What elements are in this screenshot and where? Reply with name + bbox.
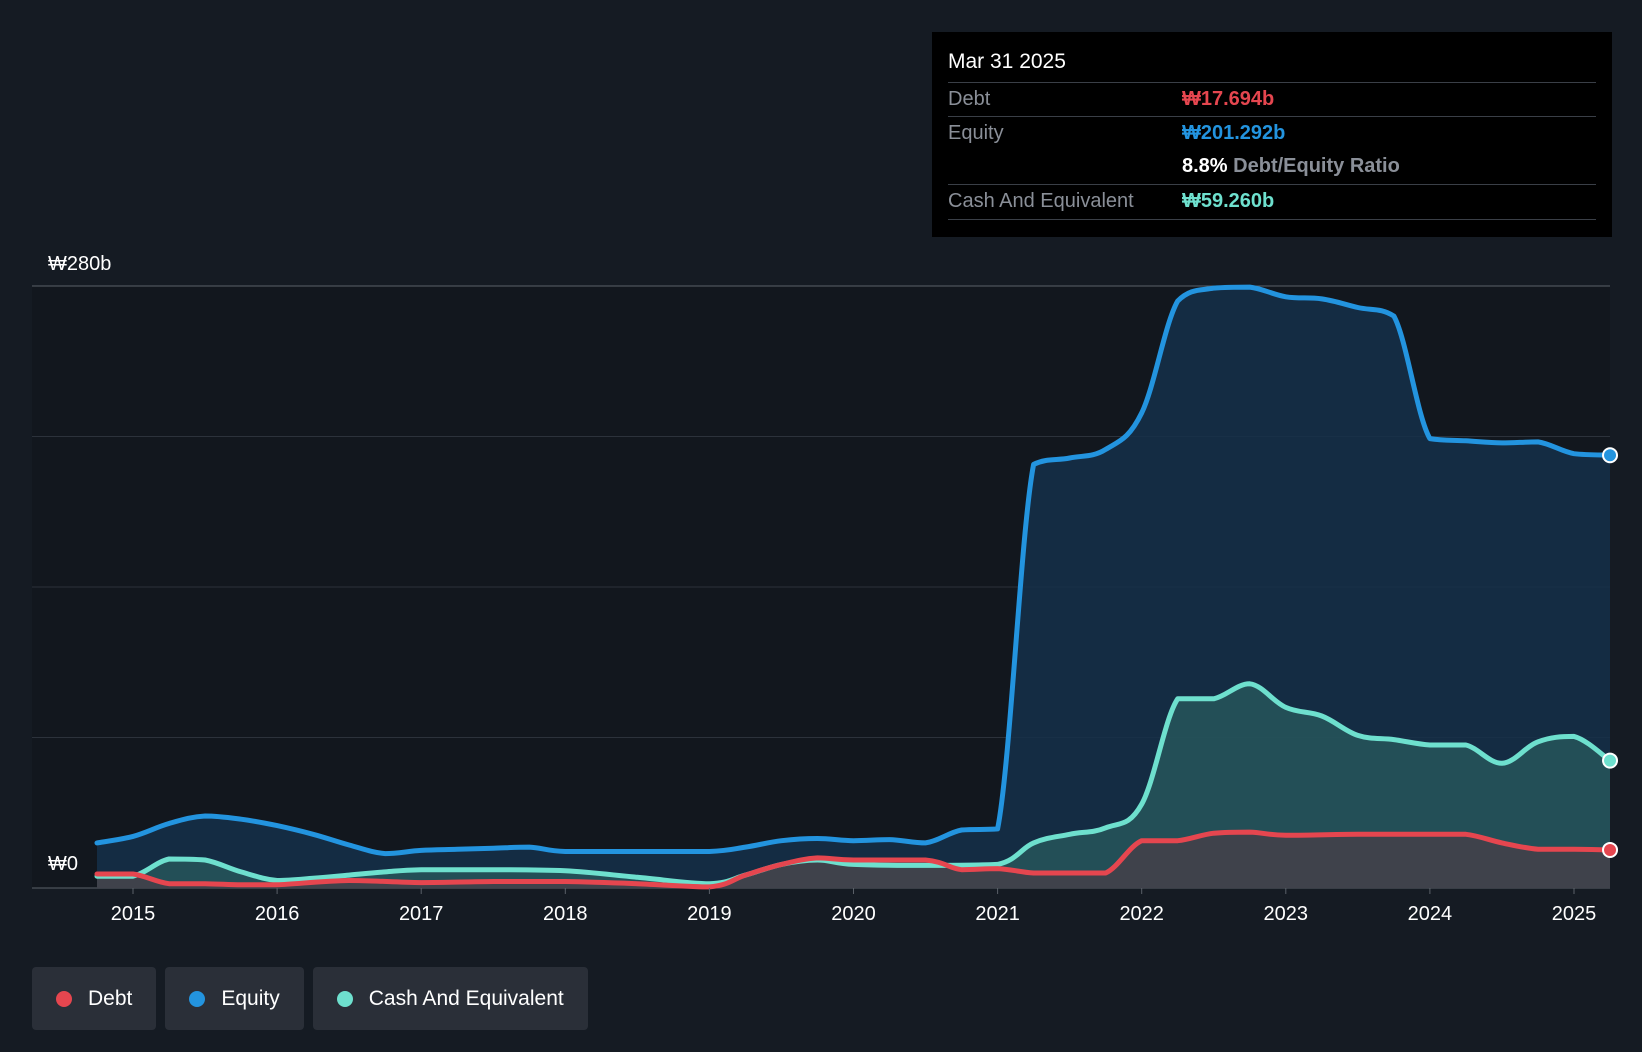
legend-label-equity: Equity <box>221 986 280 1010</box>
x-axis-ticks: 2015 2016 2017 2018 2019 2020 2021 2022 2023 2024… <box>111 888 1597 925</box>
equity-dot-icon <box>189 990 206 1007</box>
tooltip-cash-value: ₩59.260b <box>1182 190 1275 212</box>
y-tick-max: ₩280b <box>48 253 111 275</box>
equity-endpoint <box>1602 447 1619 464</box>
x-tick-label: 2025 <box>1552 903 1597 925</box>
tooltip-ratio: 8.8% Debt/Equity Ratio <box>1182 155 1400 178</box>
x-tick-label: 2020 <box>831 903 876 925</box>
legend-item-cash[interactable]: Cash And Equivalent <box>312 967 588 1030</box>
legend-label-cash: Cash And Equivalent <box>368 986 564 1010</box>
tooltip-panel: Mar 31 2025 Debt ₩17.694b Equity ₩201.29… <box>932 32 1612 237</box>
legend-item-equity[interactable]: Equity <box>165 967 304 1030</box>
tooltip-debt-label: Debt <box>948 88 991 110</box>
legend-label-debt: Debt <box>88 986 133 1010</box>
x-tick-label: 2021 <box>975 903 1020 925</box>
cash-and-equivalent-endpoint <box>1602 752 1619 769</box>
tooltip-row-ratio: 8.8% Debt/Equity Ratio <box>948 150 1596 184</box>
x-tick-label: 2017 <box>399 903 444 925</box>
x-tick-label: 2024 <box>1408 903 1453 925</box>
tooltip-equity-label: Equity <box>948 122 1004 144</box>
cash-and-equivalent-line <box>94 681 1613 887</box>
tooltip-row-equity: Equity ₩201.292b <box>948 116 1596 151</box>
x-tick-label: 2016 <box>255 903 300 925</box>
debt-line <box>94 829 1613 890</box>
cash-dot-icon <box>336 990 353 1007</box>
tooltip-ratio-value: 8.8% <box>1182 155 1228 177</box>
x-tick-label: 2018 <box>543 903 588 925</box>
series-endpoints <box>1602 447 1619 858</box>
debt-endpoint <box>1602 841 1619 858</box>
tooltip-equity-value: ₩201.292b <box>1182 122 1286 144</box>
tooltip-row-cash: Cash And Equivalent ₩59.260b <box>948 184 1596 220</box>
tooltip-date: Mar 31 2025 <box>948 50 1066 73</box>
tooltip-cash-label: Cash And Equivalent <box>948 190 1134 212</box>
equity-line <box>94 284 1613 857</box>
tooltip-ratio-label: Debt/Equity Ratio <box>1233 155 1400 177</box>
tooltip-row-debt: Debt ₩17.694b <box>948 82 1596 117</box>
series-lines <box>94 284 1613 890</box>
x-tick-label: 2019 <box>687 903 732 925</box>
tooltip-debt-value: ₩17.694b <box>1182 88 1275 110</box>
x-tick-label: 2022 <box>1119 903 1164 925</box>
y-tick-zero: ₩0 <box>48 853 78 875</box>
x-tick-label: 2023 <box>1264 903 1309 925</box>
legend-item-debt[interactable]: Debt <box>32 967 157 1030</box>
debt-dot-icon <box>56 990 72 1007</box>
legend: Debt Equity Cash And Equivalent <box>32 967 588 1030</box>
x-tick-label: 2015 <box>111 903 156 925</box>
